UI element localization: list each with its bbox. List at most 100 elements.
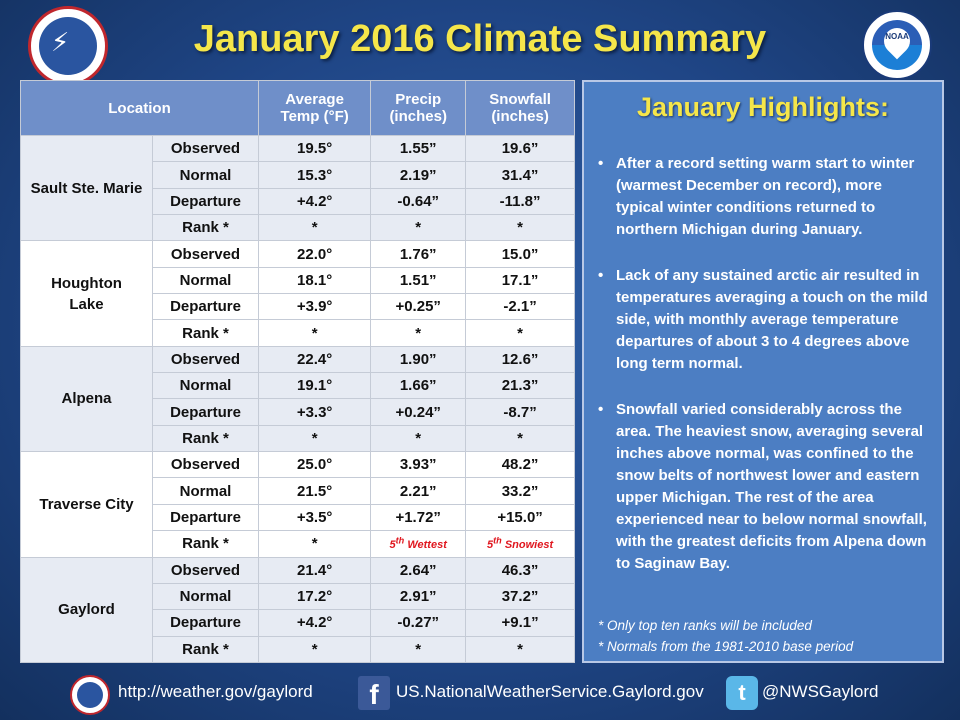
highlight-bullet: Lack of any sustained arctic air resulte…	[584, 265, 942, 375]
noaa-logo-icon: NOAA	[862, 10, 932, 80]
twitter-icon[interactable]: t	[726, 676, 758, 710]
highlights-panel: January Highlights: After a record setti…	[582, 80, 944, 663]
table-cell: +9.1”	[465, 609, 575, 637]
footnote: * Only top ten ranks will be included	[598, 618, 812, 633]
table-cell: *	[465, 424, 575, 453]
nws-logo-icon	[70, 675, 110, 715]
table-cell: *	[370, 635, 467, 664]
table-cell: +3.9°	[257, 293, 372, 321]
table-cell: 15.0”	[465, 240, 575, 268]
table-cell: 37.2”	[465, 582, 575, 611]
footnote: * Normals from the 1981-2010 base period	[598, 639, 854, 654]
table-header-row: Location Average Temp (°F) Precip (inches)…	[20, 80, 575, 136]
table-cell: +0.24”	[370, 398, 467, 426]
row-label: Departure	[152, 398, 259, 426]
row-label: Departure	[152, 609, 259, 637]
table-cell: 2.64”	[370, 556, 467, 584]
table-row: Rank * * * *	[21, 319, 575, 347]
table-row: Departure +3.5° +1.72” +15.0”	[21, 503, 575, 532]
table-cell: 19.5°	[257, 134, 372, 163]
twitter-link[interactable]: @NWSGaylord	[762, 682, 879, 701]
row-label: Rank *	[152, 424, 259, 453]
row-label: Rank *	[152, 635, 259, 664]
table-cell: 18.1°	[257, 266, 372, 295]
facebook-icon[interactable]: f	[358, 676, 390, 710]
table-cell: *	[370, 424, 467, 453]
location-name: Traverse City	[20, 451, 153, 558]
row-label: Departure	[152, 293, 259, 321]
table-cell: 17.1”	[465, 266, 575, 295]
footer-bar: http://weather.gov/gaylord f US.National…	[0, 670, 960, 720]
table-cell: +1.72”	[370, 503, 467, 532]
row-label: Rank *	[152, 214, 259, 242]
table-cell: *	[370, 319, 467, 347]
table-row: Normal 17.2° 2.91” 37.2”	[21, 582, 575, 611]
table-cell: 25.0°	[257, 451, 372, 479]
header-snowfall: Snowfall (inches)	[465, 80, 575, 136]
table-cell: 1.55”	[370, 134, 467, 163]
table-row: Rank * * * *	[21, 635, 575, 664]
table-cell: +4.2°	[257, 187, 372, 216]
table-cell: 19.1°	[257, 372, 372, 400]
table-row: Normal 21.5° 2.21” 33.2”	[21, 477, 575, 505]
row-label: Rank *	[152, 530, 259, 558]
highlights-title: January Highlights:	[636, 92, 890, 122]
highlight-bullet: Snowfall varied considerably across the …	[584, 399, 942, 575]
table-cell: -2.1”	[465, 293, 575, 321]
row-label: Observed	[152, 556, 259, 584]
table-cell: 21.5°	[257, 477, 372, 505]
table-row: Sault Ste. Marie Observed 19.5° 1.55” 19.6”	[20, 134, 575, 242]
table-cell: 21.4°	[257, 556, 372, 584]
row-label: Normal	[152, 372, 259, 400]
header-temp: Average Temp (°F)	[257, 80, 372, 136]
table-cell: 46.3”	[465, 556, 575, 584]
location-name: Gaylord	[20, 556, 153, 663]
table-cell: -11.8”	[465, 187, 575, 216]
table-row: Rank * * * *	[21, 424, 575, 453]
row-label: Normal	[152, 266, 259, 295]
table-cell: +3.5°	[257, 503, 372, 532]
table-cell: 1.66”	[370, 372, 467, 400]
table-row: Traverse City Observed 25.0° 3.93” 48.2”	[20, 451, 575, 558]
table-row: Normal 15.3° 2.19” 31.4”	[21, 161, 575, 189]
table-cell: +0.25”	[370, 293, 467, 321]
header-location: Location	[20, 80, 259, 136]
table-cell: -0.27”	[370, 609, 467, 637]
table-cell: -0.64”	[370, 187, 467, 216]
footnotes: * Only top ten ranks will be included * …	[598, 615, 853, 657]
table-row: Houghton Lake Observed 22.0° 1.76” 15.0”	[20, 240, 575, 347]
table-cell: 33.2”	[465, 477, 575, 505]
table-cell: *	[257, 530, 372, 558]
highlights-list: After a record setting warm start to win…	[584, 153, 942, 575]
table-cell: 2.21”	[370, 477, 467, 505]
facebook-link[interactable]: US.NationalWeatherService.Gaylord.gov	[396, 682, 704, 701]
table-row: Rank * * 5th Wettest 5th Snowiest	[21, 530, 575, 558]
table-cell: *	[257, 635, 372, 664]
climate-table: Location Average Temp (°F) Precip (inches)…	[20, 80, 575, 664]
table-cell: 1.51”	[370, 266, 467, 295]
table-cell: 5th Wettest	[370, 530, 467, 558]
table-cell: +3.3°	[257, 398, 372, 426]
table-cell: *	[465, 214, 575, 242]
table-cell: +15.0”	[465, 503, 575, 532]
table-cell: 1.90”	[370, 345, 467, 374]
table-cell: +4.2°	[257, 609, 372, 637]
location-name: Sault Ste. Marie	[20, 134, 153, 242]
table-cell: 12.6”	[465, 345, 575, 374]
website-link[interactable]: http://weather.gov/gaylord	[118, 682, 313, 701]
table-cell: 17.2°	[257, 582, 372, 611]
table-cell: 15.3°	[257, 161, 372, 189]
table-cell: 19.6”	[465, 134, 575, 163]
table-cell: *	[370, 214, 467, 242]
table-row: Alpena Observed 22.4° 1.90” 12.6”	[20, 345, 575, 453]
table-cell: 2.91”	[370, 582, 467, 611]
row-label: Observed	[152, 240, 259, 268]
highlight-bullet: After a record setting warm start to win…	[584, 153, 942, 241]
table-cell: 1.76”	[370, 240, 467, 268]
table-cell: 31.4”	[465, 161, 575, 189]
table-cell: *	[257, 214, 372, 242]
row-label: Normal	[152, 161, 259, 189]
row-label: Departure	[152, 503, 259, 532]
row-label: Observed	[152, 451, 259, 479]
table-cell: 5th Snowiest	[465, 530, 575, 558]
